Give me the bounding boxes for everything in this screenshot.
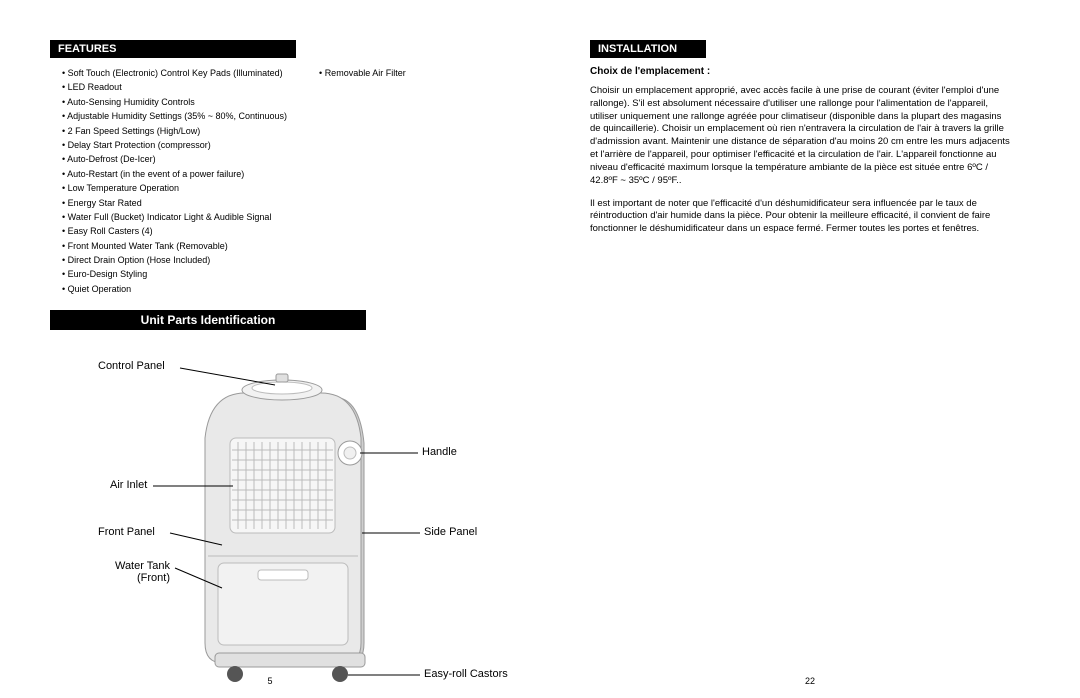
label-control-panel: Control Panel: [98, 360, 165, 372]
label-air-inlet: Air Inlet: [110, 479, 147, 491]
feature-item: LED Readout: [62, 80, 287, 94]
label-castors: Easy-roll Castors: [424, 668, 508, 680]
feature-item: Soft Touch (Electronic) Control Key Pads…: [62, 66, 287, 80]
right-page: INSTALLATION Choix de l'emplacement : Ch…: [540, 0, 1080, 698]
feature-item: Auto‑Defrost (De‑Icer): [62, 152, 287, 166]
installation-body: Choisir un emplacement approprié, avec a…: [590, 85, 1010, 236]
page-number-left: 5: [267, 676, 272, 686]
feature-item: Energy Star Rated: [62, 196, 287, 210]
feature-item: Removable Air Filter: [319, 66, 406, 80]
installation-para2: Il est important de noter que l'efficaci…: [590, 198, 1010, 236]
feature-item: Auto‑Sensing Humidity Controls: [62, 95, 287, 109]
feature-item: Euro‑Design Styling: [62, 267, 287, 281]
feature-item: Quiet Operation: [62, 282, 287, 296]
dehumidifier-illustration: [50, 338, 530, 698]
feature-item: Front Mounted Water Tank (Removable): [62, 239, 287, 253]
feature-item: Delay Start Protection (compressor): [62, 138, 287, 152]
page-number-right: 22: [805, 676, 815, 686]
left-page: FEATURES Soft Touch (Electronic) Control…: [0, 0, 540, 698]
unit-parts-header: Unit Parts Identification: [50, 310, 366, 330]
feature-item: Auto‑Restart (in the event of a power fa…: [62, 167, 287, 181]
label-front-panel: Front Panel: [98, 526, 155, 538]
features-col1: Soft Touch (Electronic) Control Key Pads…: [50, 66, 287, 296]
installation-header: INSTALLATION: [590, 40, 706, 58]
label-handle: Handle: [422, 446, 457, 458]
installation-subheading: Choix de l'emplacement :: [590, 66, 1040, 77]
label-water-tank: Water Tank (Front): [100, 560, 170, 584]
feature-item: Water Full (Bucket) Indicator Light & Au…: [62, 210, 287, 224]
feature-item: Low Temperature Operation: [62, 181, 287, 195]
feature-item: Direct Drain Option (Hose Included): [62, 253, 287, 267]
unit-parts-diagram: Control Panel Air Inlet Front Panel Wate…: [50, 338, 500, 698]
installation-para1: Choisir un emplacement approprié, avec a…: [590, 85, 1010, 188]
feature-item: Adjustable Humidity Settings (35% ~ 80%,…: [62, 109, 287, 123]
feature-item: 2 Fan Speed Settings (High/Low): [62, 124, 287, 138]
features-list: Soft Touch (Electronic) Control Key Pads…: [50, 66, 500, 296]
label-side-panel: Side Panel: [424, 526, 477, 538]
features-col2: Removable Air Filter: [307, 66, 406, 296]
features-header: FEATURES: [50, 40, 296, 58]
feature-item: Easy Roll Casters (4): [62, 224, 287, 238]
